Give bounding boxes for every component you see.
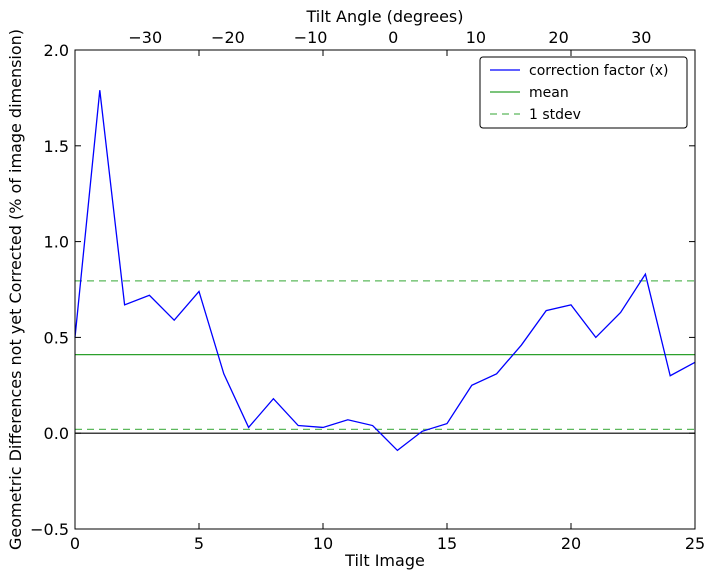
y-tick-label: 1.5	[44, 137, 69, 156]
x-tick-label: 10	[313, 534, 333, 553]
legend: correction factor (x) mean 1 stdev	[479, 56, 688, 129]
x-tick-label: 15	[437, 534, 457, 553]
x-tick-label: 0	[70, 534, 80, 553]
ticks-layer: 0 5 10 15 20 25 −0.5 0.0 0.5 1.0 1.5 2.0 −30 −20 −10 0 1…	[30, 28, 705, 553]
legend-label-2: mean	[529, 85, 569, 101]
y-axis-label: Geometric Differences not yet Corrected …	[6, 29, 25, 550]
lines-layer	[74, 90, 696, 452]
top-x-tick-label: −10	[294, 28, 328, 47]
y-tick-label: −0.5	[30, 520, 69, 539]
x-axis-label: Tilt Image	[344, 551, 425, 570]
legend-items: correction factor (x) mean 1 stdev	[490, 63, 668, 123]
x-tick-label: 20	[561, 534, 581, 553]
top-x-axis-label: Tilt Angle (degrees)	[305, 7, 463, 26]
y-tick-label: 0.5	[44, 328, 69, 347]
legend-box	[479, 56, 688, 129]
x-tick-label: 5	[194, 534, 204, 553]
top-x-tick-label: 20	[548, 28, 568, 47]
top-x-tick-label: 30	[631, 28, 651, 47]
top-x-tick-label: −20	[211, 28, 245, 47]
correction-factor-line	[74, 90, 696, 452]
top-x-tick-label: 10	[466, 28, 486, 47]
legend-label-1: correction factor (x)	[529, 63, 668, 79]
x-tick-label: 25	[685, 534, 705, 553]
y-tick-label: 1.0	[44, 233, 69, 252]
y-tick-label: 0.0	[44, 424, 69, 443]
top-x-tick-label: −30	[128, 28, 162, 47]
top-x-tick-label: 0	[388, 28, 398, 47]
y-tick-label: 2.0	[44, 41, 69, 60]
plot-frame	[74, 49, 696, 530]
legend-label-3: 1 stdev	[529, 107, 581, 123]
plot-area	[74, 49, 696, 530]
